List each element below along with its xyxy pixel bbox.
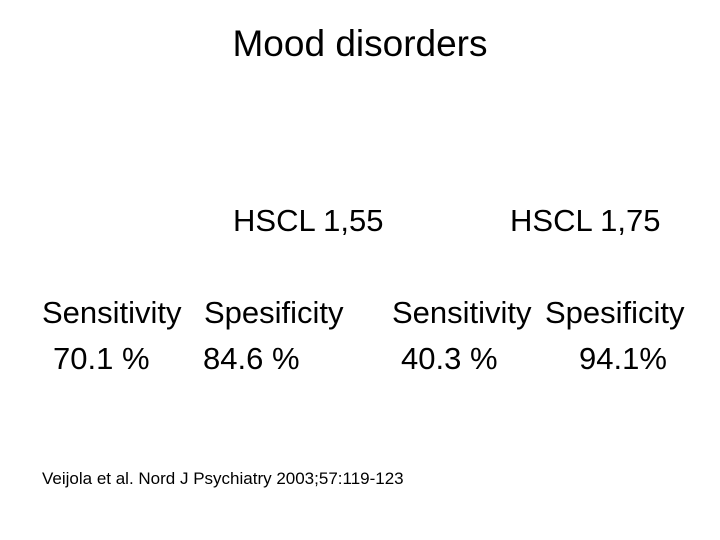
specificity-label: Spesificity	[204, 295, 344, 330]
sensitivity-value: 40.3 %	[401, 341, 498, 376]
sensitivity-label: Sensitivity	[42, 295, 182, 330]
citation: Veijola et al. Nord J Psychiatry 2003;57…	[42, 469, 404, 488]
group-header: HSCL 1,75	[510, 203, 661, 238]
sensitivity-label: Sensitivity	[392, 295, 532, 330]
specificity-value: 94.1%	[579, 341, 667, 376]
slide-title: Mood disorders	[232, 23, 488, 64]
group-header: HSCL 1,55	[233, 203, 384, 238]
sensitivity-value: 70.1 %	[53, 341, 150, 376]
specificity-label: Spesificity	[545, 295, 685, 330]
specificity-value: 84.6 %	[203, 341, 300, 376]
